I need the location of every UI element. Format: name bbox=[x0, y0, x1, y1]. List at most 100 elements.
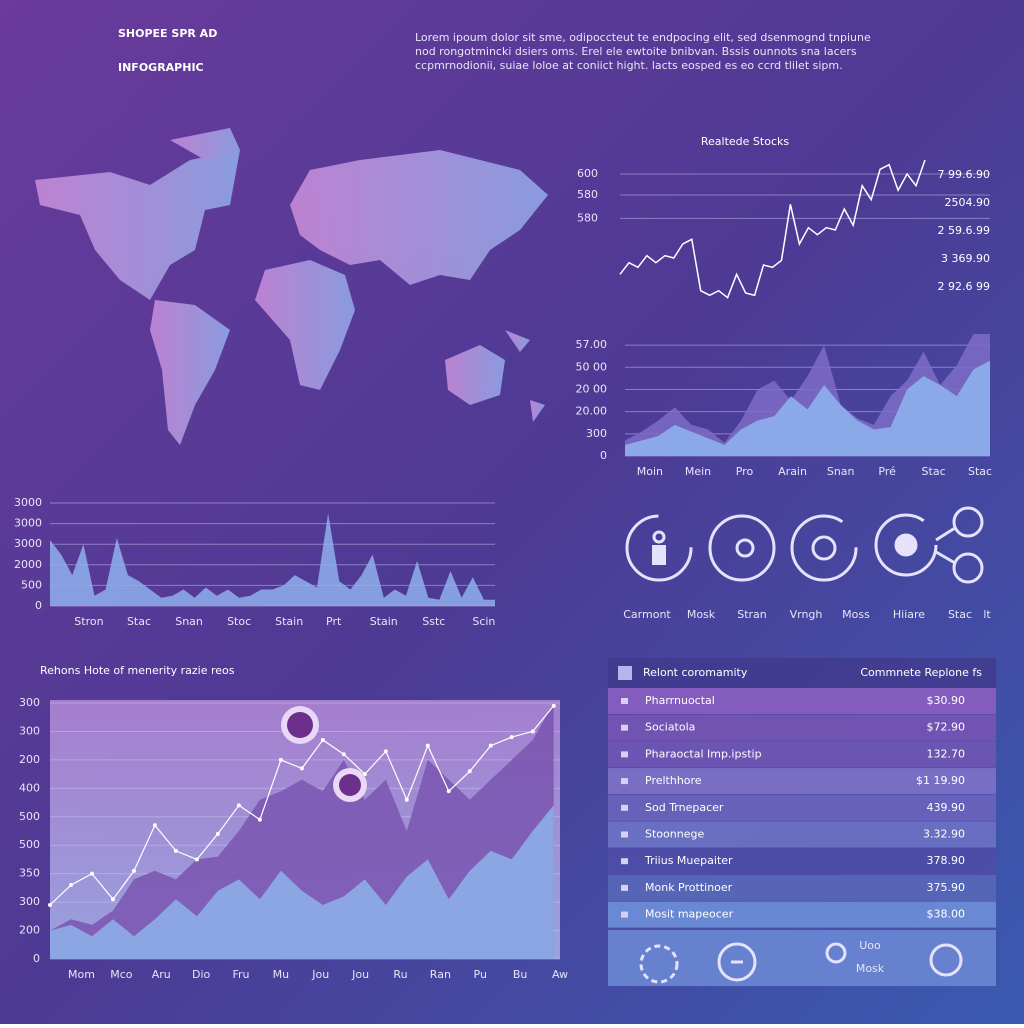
point bbox=[68, 883, 73, 888]
x-tick-label: Mco bbox=[110, 968, 133, 981]
table-row bbox=[608, 821, 996, 848]
table-footer bbox=[608, 930, 996, 986]
title: INFOGRAPHIC bbox=[118, 61, 204, 74]
icon-label: Mosk bbox=[856, 962, 885, 975]
pin bbox=[339, 774, 361, 796]
x-tick-label: Stac bbox=[968, 465, 992, 478]
table-header-cell: Commnete Replone fs bbox=[860, 666, 982, 679]
y-tick-label: 3000 bbox=[14, 496, 42, 509]
icon-label: Carmont bbox=[623, 608, 671, 621]
y-tick-label: 200 bbox=[19, 753, 40, 766]
y-tick-label: 500 bbox=[21, 578, 42, 591]
point bbox=[404, 797, 409, 802]
icon-label: Moss bbox=[842, 608, 870, 621]
point bbox=[299, 766, 304, 771]
icon-label: lt bbox=[983, 608, 991, 621]
y-tick-label: 0 bbox=[600, 449, 607, 462]
table-cell: 378.90 bbox=[927, 854, 966, 867]
point bbox=[89, 871, 94, 876]
table-row bbox=[608, 741, 996, 768]
table-cell: Stoonnege bbox=[645, 828, 704, 841]
row-bullet bbox=[621, 858, 628, 865]
x-tick-label: Ran bbox=[430, 968, 451, 981]
y-tick-label: 200 bbox=[19, 924, 40, 937]
y-tick-label: 300 bbox=[586, 427, 607, 440]
x-tick-label: Mu bbox=[273, 968, 289, 981]
point bbox=[152, 823, 157, 828]
world-map bbox=[35, 128, 548, 445]
y-tick-label: 580 bbox=[577, 211, 598, 224]
table-cell: 439.90 bbox=[927, 801, 966, 814]
table-cell: 3.32.90 bbox=[923, 828, 965, 841]
table-cell: Monk Prottinoer bbox=[645, 881, 733, 894]
table-row bbox=[608, 901, 996, 928]
x-tick-label: Stac bbox=[922, 465, 946, 478]
area bbox=[50, 513, 495, 606]
table-cell: Triius Muepaiter bbox=[644, 854, 733, 867]
point bbox=[236, 803, 241, 808]
table-cell: Pharaoctal Imp.ipstip bbox=[645, 747, 762, 760]
point bbox=[467, 769, 472, 774]
x-tick-label: Prt bbox=[326, 615, 342, 628]
x-tick-label: Mom bbox=[68, 968, 95, 981]
x-tick-label: Snan bbox=[175, 615, 203, 628]
table-cell: Sod Trnepacer bbox=[645, 801, 724, 814]
intro: nod rongotmincki dsiers oms. Erel ele ew… bbox=[415, 45, 857, 58]
x-tick-label: Stoc bbox=[227, 615, 251, 628]
point bbox=[320, 737, 325, 742]
row-bullet bbox=[621, 911, 628, 918]
table-cell: Prelthhore bbox=[645, 774, 702, 787]
intro: Lorem ipoum dolor sit sme, odipoccteut t… bbox=[415, 31, 871, 44]
y-tick-label: 3000 bbox=[14, 517, 42, 530]
point bbox=[173, 848, 178, 853]
y-tick-label: 0 bbox=[35, 599, 42, 612]
y-tick-label: 580 bbox=[577, 188, 598, 201]
table-cell: Sociatola bbox=[645, 721, 695, 734]
x-tick-label: Pu bbox=[474, 968, 487, 981]
table-row bbox=[608, 688, 996, 714]
y-tick-label: 20.00 bbox=[576, 405, 608, 418]
y-tick-label: 20 00 bbox=[576, 382, 608, 395]
point bbox=[488, 743, 493, 748]
annotation: 3 369.90 bbox=[941, 252, 990, 265]
x-tick-label: Stain bbox=[370, 615, 398, 628]
table-cell: 132.70 bbox=[927, 747, 966, 760]
y-tick-label: 2000 bbox=[14, 558, 42, 571]
title: SHOPEE SPR AD bbox=[118, 27, 217, 40]
y-tick-label: 350 bbox=[19, 867, 40, 880]
table-cell: Mosit mapeocer bbox=[645, 908, 734, 921]
table-row bbox=[608, 874, 996, 901]
row-bullet bbox=[621, 778, 628, 785]
point bbox=[278, 757, 283, 762]
table-header-cell: Relont coromamity bbox=[643, 666, 748, 679]
table-cell: $1 19.90 bbox=[916, 774, 965, 787]
annotation: 7 99.6.90 bbox=[938, 168, 990, 181]
area bbox=[625, 360, 990, 456]
line bbox=[619, 159, 926, 299]
x-tick-label: Mein bbox=[685, 465, 711, 478]
table-cell: 375.90 bbox=[927, 881, 966, 894]
annotation: 2504.90 bbox=[945, 196, 991, 209]
row-bullet bbox=[621, 751, 628, 758]
icon-label: Stran bbox=[737, 608, 767, 621]
table-row bbox=[608, 794, 996, 821]
x-tick-label: Arain bbox=[778, 465, 807, 478]
x-tick-label: Moin bbox=[637, 465, 663, 478]
y-tick-label: 300 bbox=[19, 724, 40, 737]
x-tick-label: Jou bbox=[311, 968, 329, 981]
point bbox=[215, 831, 220, 836]
x-tick-label: Scin bbox=[472, 615, 495, 628]
pins bbox=[281, 706, 367, 802]
point bbox=[341, 752, 346, 757]
annotation: 2 59.6.99 bbox=[938, 224, 990, 237]
x-tick-label: Stac bbox=[127, 615, 151, 628]
point bbox=[425, 743, 430, 748]
x-tick-label: Sstc bbox=[422, 615, 445, 628]
x-tick-label: Aw bbox=[552, 968, 568, 981]
x-tick-label: Dio bbox=[192, 968, 211, 981]
point bbox=[194, 857, 199, 862]
x-tick-label: Stain bbox=[275, 615, 303, 628]
y-tick-label: 400 bbox=[19, 781, 40, 794]
table-cell: $30.90 bbox=[927, 694, 966, 707]
